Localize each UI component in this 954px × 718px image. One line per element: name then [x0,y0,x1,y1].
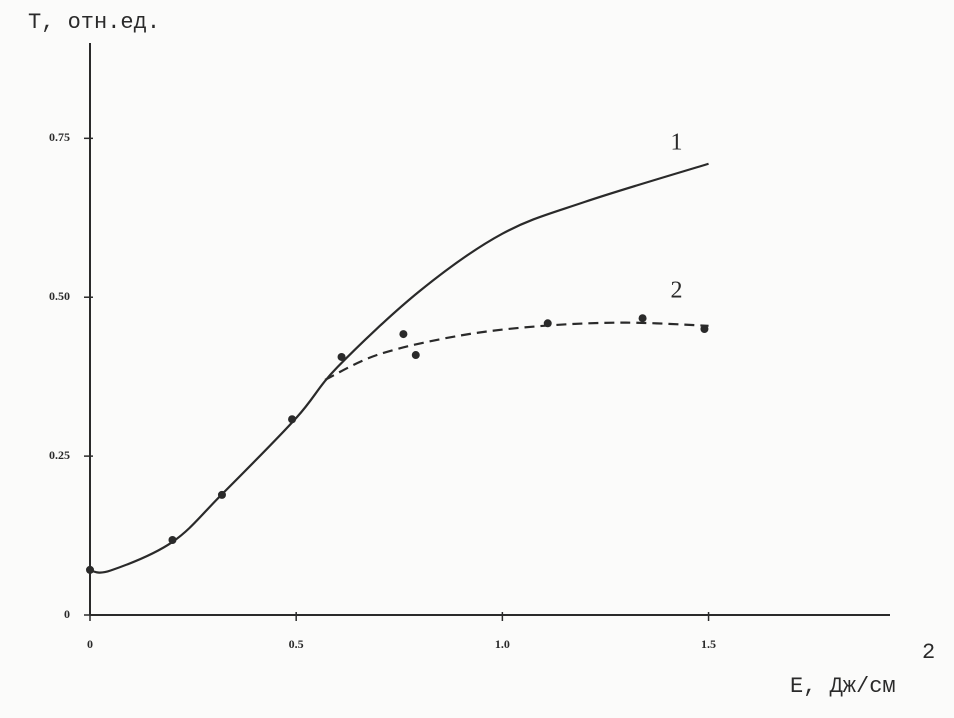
x-tick-label: 1.0 [495,637,510,651]
x-tick-label: 0.5 [289,637,304,651]
curve-label: 2 [671,277,683,303]
data-point [543,319,552,328]
data-point [700,325,709,333]
curve [89,162,709,574]
x-tick-label: 0 [87,637,93,651]
curve-label: 1 [671,129,683,155]
data-point [337,352,346,361]
data-point [411,351,420,360]
y-tick-label: 0 [64,607,70,621]
data-point [638,314,647,323]
data-point [168,536,177,545]
x-axis-label: E, Дж/см [790,674,896,699]
data-point [217,490,226,499]
y-tick-label: 0.25 [49,448,70,462]
x-axis-label-sup: 2 [922,640,935,665]
x-tick-label: 1.5 [701,637,716,651]
y-tick-label: 0.75 [49,130,70,144]
data-point [86,565,94,574]
curve [324,321,709,381]
y-axis-label: T, отн.ед. [28,10,160,35]
data-point [399,330,408,339]
y-tick-label: 0.50 [49,289,70,303]
data-point [288,415,297,424]
